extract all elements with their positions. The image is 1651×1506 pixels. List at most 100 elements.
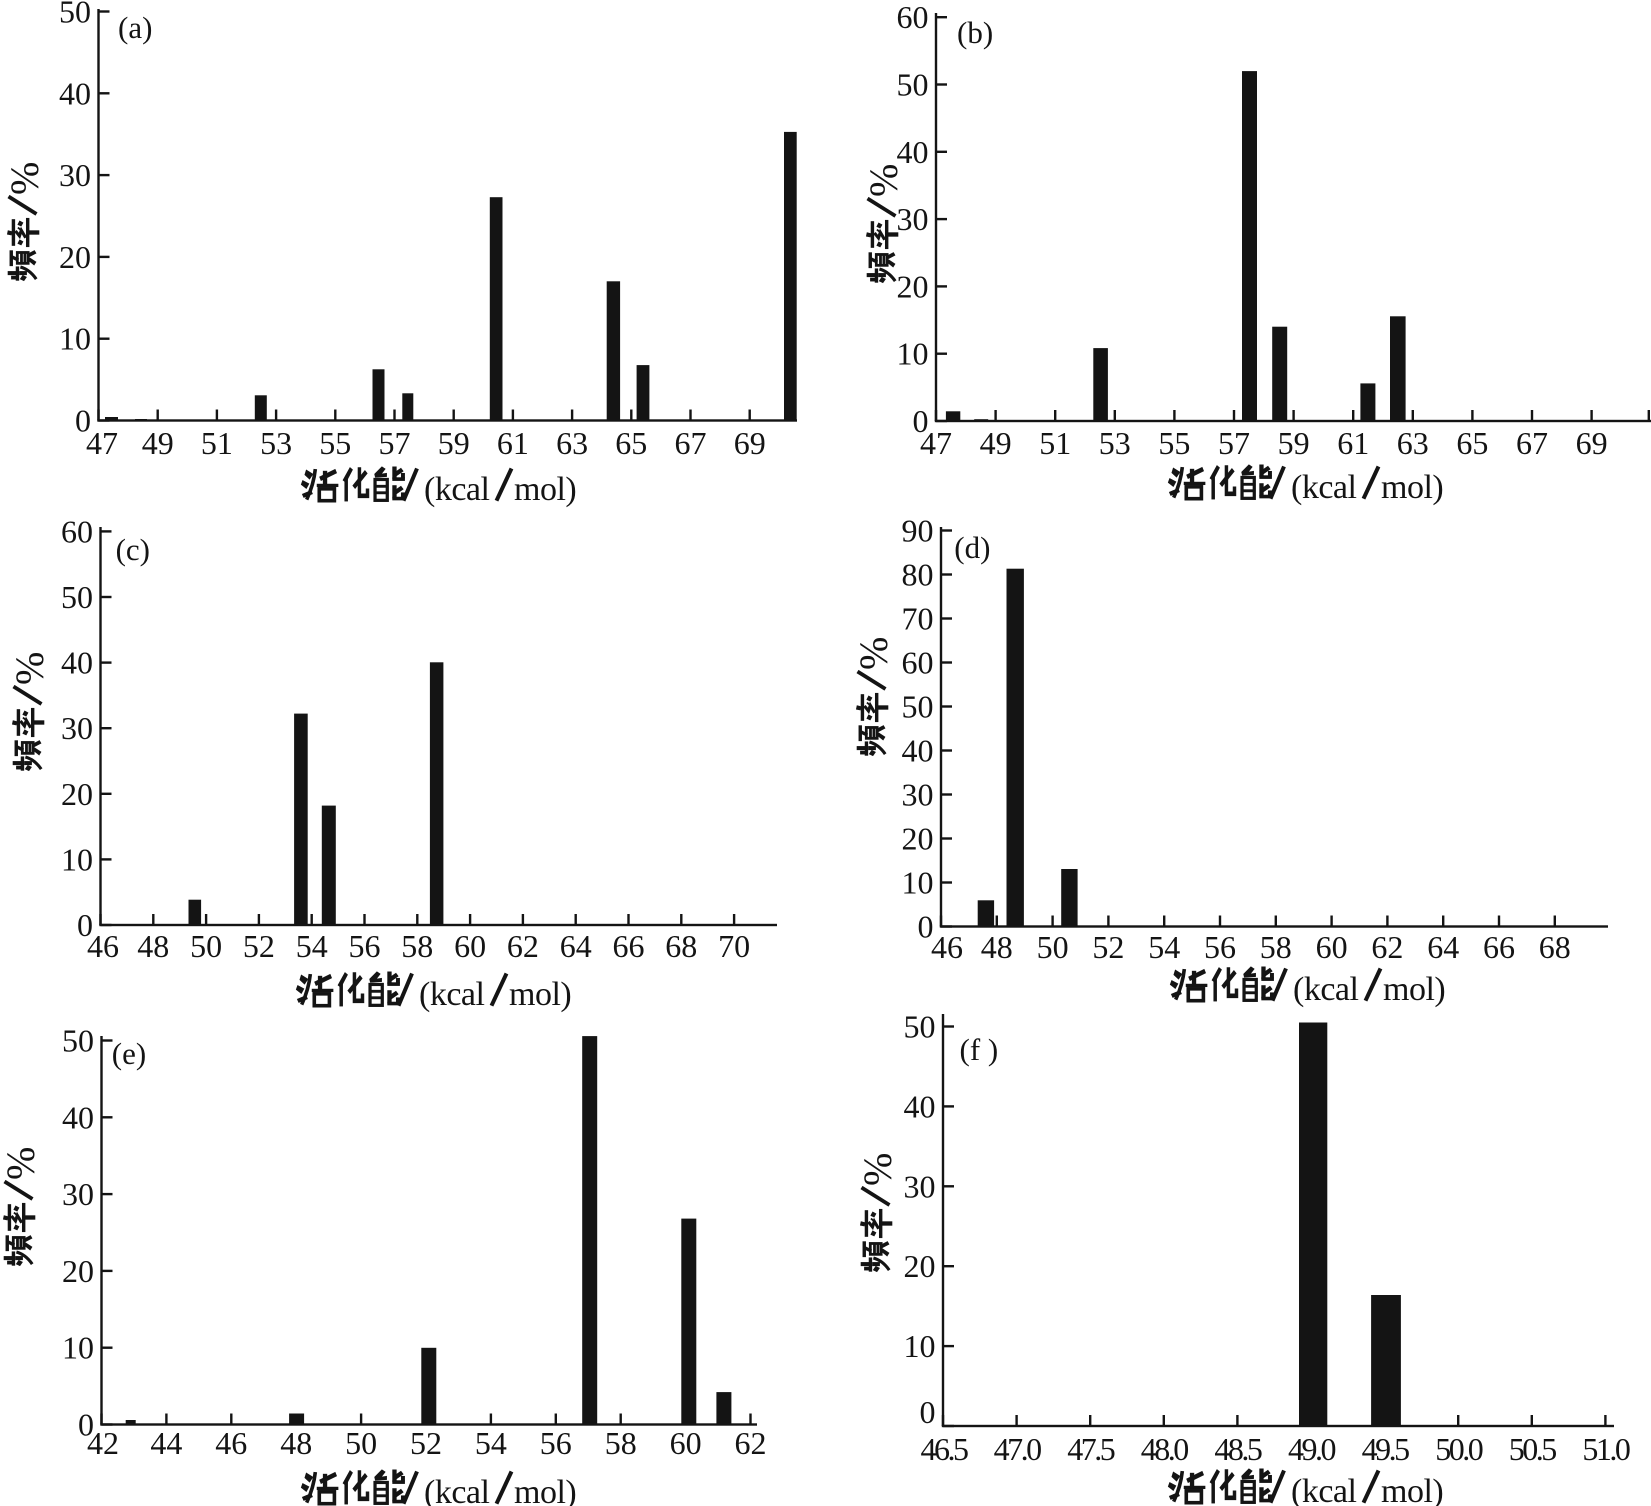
svg-text:54: 54 xyxy=(296,928,328,964)
svg-text:49.0: 49.0 xyxy=(1288,1431,1336,1467)
svg-text:48: 48 xyxy=(137,928,169,964)
svg-text:40: 40 xyxy=(902,733,934,769)
svg-text:69: 69 xyxy=(734,425,766,461)
svg-text:54: 54 xyxy=(475,1425,507,1461)
svg-text:mol): mol) xyxy=(514,471,576,508)
svg-text:63: 63 xyxy=(556,425,588,461)
svg-text:64: 64 xyxy=(1427,929,1459,965)
svg-text:47: 47 xyxy=(86,425,118,461)
svg-text:63: 63 xyxy=(1397,425,1429,461)
svg-text:51.0: 51.0 xyxy=(1582,1431,1630,1467)
svg-text:%: % xyxy=(861,164,906,197)
svg-text:0: 0 xyxy=(77,907,93,943)
svg-text:60: 60 xyxy=(902,645,934,681)
svg-text:46: 46 xyxy=(931,929,963,965)
svg-text:mol): mol) xyxy=(514,1474,576,1506)
svg-text:61: 61 xyxy=(1337,425,1369,461)
svg-text:50: 50 xyxy=(904,1009,936,1045)
svg-text:47.0: 47.0 xyxy=(994,1431,1042,1467)
svg-text:56: 56 xyxy=(349,928,381,964)
svg-text:57: 57 xyxy=(1218,425,1250,461)
svg-text:47.5: 47.5 xyxy=(1067,1431,1115,1467)
svg-text:50: 50 xyxy=(902,689,934,725)
svg-text:(e): (e) xyxy=(112,1036,146,1071)
svg-text:66: 66 xyxy=(613,928,645,964)
svg-text:52: 52 xyxy=(1092,929,1124,965)
svg-text:67: 67 xyxy=(675,425,707,461)
svg-text:50.5: 50.5 xyxy=(1509,1431,1557,1467)
svg-text:30: 30 xyxy=(62,1176,94,1212)
svg-text:30: 30 xyxy=(897,201,929,237)
svg-text:44: 44 xyxy=(150,1425,182,1461)
svg-text:50.0: 50.0 xyxy=(1435,1431,1483,1467)
svg-text:mol): mol) xyxy=(509,976,571,1013)
svg-text:59: 59 xyxy=(1278,425,1310,461)
svg-text:40: 40 xyxy=(61,645,93,681)
svg-text:66: 66 xyxy=(1483,929,1515,965)
svg-text:20: 20 xyxy=(904,1248,936,1284)
svg-text:60: 60 xyxy=(454,928,486,964)
svg-text:69: 69 xyxy=(1576,425,1608,461)
svg-text:65: 65 xyxy=(615,425,647,461)
svg-text:(kcal: (kcal xyxy=(424,471,490,508)
svg-text:46: 46 xyxy=(215,1425,247,1461)
svg-text:48: 48 xyxy=(280,1425,312,1461)
svg-text:50: 50 xyxy=(345,1425,377,1461)
svg-text:80: 80 xyxy=(902,557,934,593)
svg-text:60: 60 xyxy=(670,1425,702,1461)
svg-text:52: 52 xyxy=(410,1425,442,1461)
svg-text:60: 60 xyxy=(61,513,93,549)
svg-text:58: 58 xyxy=(1260,929,1292,965)
svg-text:70: 70 xyxy=(902,601,934,637)
svg-text:(d): (d) xyxy=(954,530,990,565)
svg-text:56: 56 xyxy=(540,1425,572,1461)
svg-text:60: 60 xyxy=(897,0,929,35)
svg-text:55: 55 xyxy=(1158,425,1190,461)
svg-text:59: 59 xyxy=(438,425,470,461)
svg-text:49.5: 49.5 xyxy=(1362,1431,1410,1467)
svg-text:20: 20 xyxy=(61,776,93,812)
svg-text:10: 10 xyxy=(897,336,929,372)
svg-text:10: 10 xyxy=(62,1330,94,1366)
svg-text:%: % xyxy=(7,652,52,685)
svg-text:70: 70 xyxy=(718,928,750,964)
svg-text:60: 60 xyxy=(1316,929,1348,965)
svg-text:%: % xyxy=(2,162,47,195)
svg-text:(a): (a) xyxy=(118,10,152,45)
svg-text:(f ): (f ) xyxy=(960,1032,999,1067)
svg-text:(kcal: (kcal xyxy=(424,1474,490,1506)
svg-text:62: 62 xyxy=(507,928,539,964)
svg-text:30: 30 xyxy=(59,157,91,193)
svg-text:51: 51 xyxy=(1039,425,1071,461)
svg-text:(b): (b) xyxy=(957,15,993,50)
svg-text:61: 61 xyxy=(497,425,529,461)
svg-text:10: 10 xyxy=(904,1328,936,1364)
svg-text:30: 30 xyxy=(904,1168,936,1204)
svg-text:50: 50 xyxy=(1037,929,1069,965)
svg-text:53: 53 xyxy=(1099,425,1131,461)
svg-text:90: 90 xyxy=(902,513,934,549)
svg-text:mol): mol) xyxy=(1383,971,1445,1008)
svg-text:40: 40 xyxy=(59,75,91,111)
svg-text:62: 62 xyxy=(1371,929,1403,965)
svg-text:49: 49 xyxy=(142,425,174,461)
svg-text:50: 50 xyxy=(190,928,222,964)
svg-text:62: 62 xyxy=(735,1425,767,1461)
svg-text:mol): mol) xyxy=(1381,469,1443,506)
svg-text:46.5: 46.5 xyxy=(921,1431,969,1467)
svg-text:42: 42 xyxy=(87,1425,119,1461)
svg-text:0: 0 xyxy=(75,403,91,439)
svg-text:68: 68 xyxy=(1539,929,1571,965)
svg-text:50: 50 xyxy=(897,67,929,103)
svg-text:58: 58 xyxy=(605,1425,637,1461)
svg-text:40: 40 xyxy=(897,134,929,170)
svg-text:(kcal: (kcal xyxy=(1291,1473,1357,1506)
svg-text:10: 10 xyxy=(61,841,93,877)
svg-text:47: 47 xyxy=(920,425,952,461)
svg-text:56: 56 xyxy=(1204,929,1236,965)
svg-text:68: 68 xyxy=(665,928,697,964)
svg-text:50: 50 xyxy=(61,579,93,615)
svg-text:%: % xyxy=(851,637,896,670)
svg-text:40: 40 xyxy=(904,1088,936,1124)
svg-text:30: 30 xyxy=(61,710,93,746)
